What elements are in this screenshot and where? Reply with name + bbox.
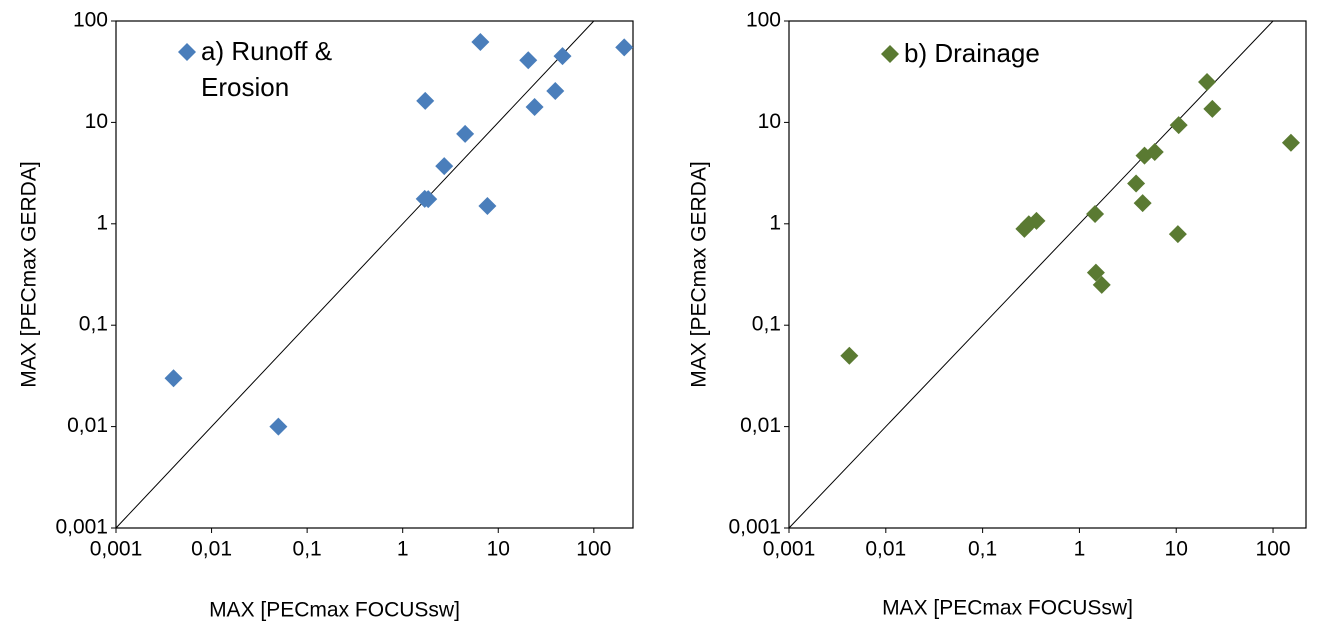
point xyxy=(478,196,497,215)
x-tick-label: 0,001 xyxy=(90,538,143,561)
y-tick-label: 100 xyxy=(746,9,781,32)
point xyxy=(435,157,454,176)
y-tick-label: 100 xyxy=(73,9,108,32)
x-tick-label: 1 xyxy=(397,538,409,561)
y-tick-label: 10 xyxy=(85,110,108,133)
y-tick-label: 0,001 xyxy=(728,516,781,539)
point xyxy=(1027,211,1046,230)
point xyxy=(1086,263,1105,282)
x-tick-label: 0,1 xyxy=(968,538,997,561)
x-axis-title: MAX [PECmax FOCUSsw] xyxy=(209,599,460,622)
x-tick-label: 1 xyxy=(1074,538,1086,561)
y-tick-label: 0,1 xyxy=(752,313,781,336)
point xyxy=(1169,116,1188,135)
x-tick-label: 10 xyxy=(487,538,510,561)
point xyxy=(1092,275,1111,294)
point xyxy=(840,346,859,365)
y-tick-label: 1 xyxy=(96,211,108,234)
point xyxy=(546,82,565,101)
point xyxy=(164,369,183,388)
x-tick-label: 100 xyxy=(576,538,611,561)
legend-label: b) Drainage xyxy=(904,38,1040,68)
point xyxy=(1145,143,1164,162)
plot-frame xyxy=(115,20,634,529)
one-to-one-line xyxy=(788,20,1274,529)
point xyxy=(269,417,288,436)
point xyxy=(1281,133,1300,152)
point xyxy=(416,91,435,110)
x-tick-label: 0,01 xyxy=(191,538,232,561)
y-axis-title: MAX [PECmax GERDA] xyxy=(688,161,711,387)
y-tick-label: 0,001 xyxy=(55,516,108,539)
point xyxy=(456,124,475,143)
x-axis-title: MAX [PECmax FOCUSsw] xyxy=(882,597,1133,620)
point xyxy=(553,47,572,66)
x-tick-label: 0,001 xyxy=(763,538,816,561)
legend-marker xyxy=(178,43,196,61)
point xyxy=(525,97,544,116)
legend-label-box: a) Runoff & Erosion xyxy=(201,36,333,102)
point xyxy=(1168,225,1187,244)
plot-frame xyxy=(788,20,1307,529)
point xyxy=(471,33,490,52)
x-tick-label: 10 xyxy=(1165,538,1188,561)
point xyxy=(1198,73,1217,92)
x-tick-label: 0,1 xyxy=(293,538,322,561)
y-tick-label: 0,01 xyxy=(67,414,108,437)
legend-label-box: b) Drainage xyxy=(904,38,1040,68)
point xyxy=(419,190,438,209)
point xyxy=(519,51,538,70)
y-tick-label: 1 xyxy=(769,211,781,234)
x-tick-label: 100 xyxy=(1256,538,1291,561)
y-tick-label: 0,01 xyxy=(740,414,781,437)
point xyxy=(1086,204,1105,223)
one-to-one-line xyxy=(115,20,595,529)
y-tick-label: 10 xyxy=(758,110,781,133)
y-axis-title: MAX [PECmax GERDA] xyxy=(18,161,41,387)
point xyxy=(1203,99,1222,118)
x-tick-label: 0,01 xyxy=(865,538,906,561)
point xyxy=(1127,174,1146,193)
legend-label: a) Runoff & Erosion xyxy=(201,36,333,102)
y-tick-label: 0,1 xyxy=(79,313,108,336)
legend-marker xyxy=(881,45,899,63)
point xyxy=(1133,194,1152,213)
point xyxy=(615,38,634,57)
